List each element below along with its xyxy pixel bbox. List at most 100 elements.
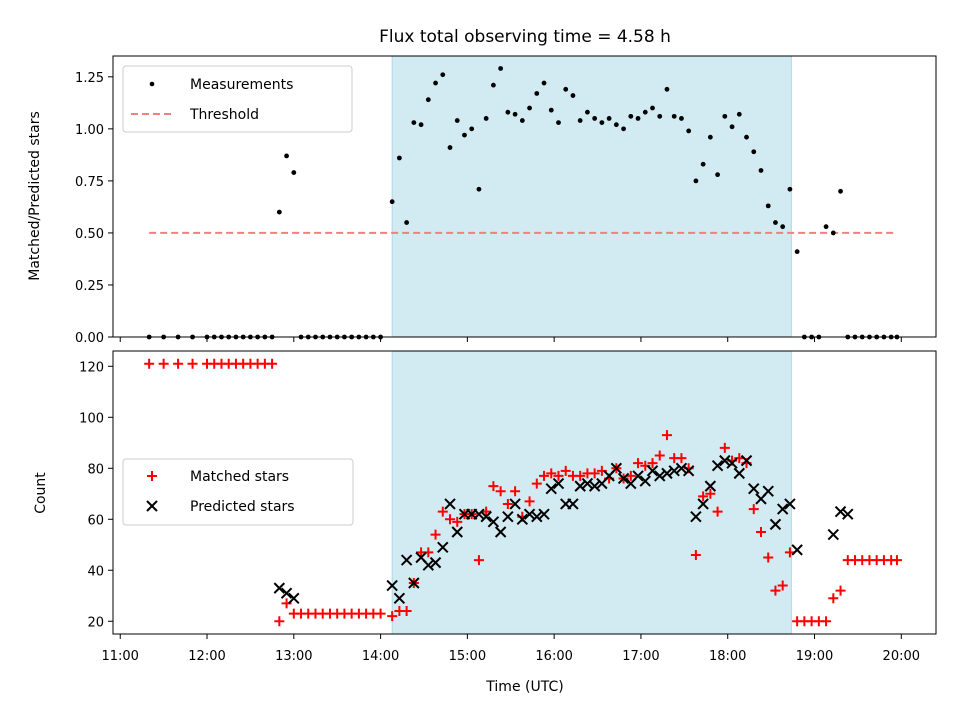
bottom-y-tick-label: 80: [87, 462, 104, 477]
measurement-point: [563, 86, 569, 92]
matched-star-point: [589, 468, 600, 479]
matched-star-point: [777, 580, 788, 591]
measurement-point: [512, 111, 518, 117]
predicted-star-point: [610, 462, 623, 474]
top-y-tick-label: 0.50: [75, 227, 104, 242]
bottom-y-tick-label: 40: [87, 564, 104, 579]
predicted-star-point: [827, 528, 840, 541]
matched-star-point: [891, 555, 902, 566]
matched-star-point: [546, 468, 557, 479]
measurement-point: [765, 203, 771, 209]
x-tick-label: 17:00: [622, 649, 659, 664]
predicted-star-point: [386, 579, 398, 592]
predicted-star-point: [842, 508, 854, 520]
matched-star-point: [158, 358, 169, 369]
matched-star-point: [698, 491, 709, 502]
predicted-star-point: [545, 482, 557, 495]
predicted-star-point: [690, 511, 702, 523]
legend-label-matched: Matched stars: [190, 469, 289, 485]
measurement-point: [556, 120, 561, 126]
predicted-star-point: [523, 508, 536, 520]
predicted-star-point: [538, 508, 550, 520]
observing-interval-shade: [391, 350, 792, 635]
chart-title: Flux total observing time = 4.58 h: [379, 27, 671, 47]
predicted-star-point: [273, 582, 286, 594]
predicted-star-point: [451, 526, 463, 538]
measurement-point: [491, 82, 496, 88]
predicted-star-point: [639, 475, 651, 487]
top-y-tick-label: 1.00: [75, 123, 104, 138]
predicted-star-point: [494, 526, 507, 538]
bottom-plot-frame: [112, 350, 937, 635]
predicted-star-point: [280, 587, 293, 599]
bottom-y-tick-label: 120: [79, 360, 104, 375]
matched-star-point: [705, 488, 716, 499]
predicted-star-point: [632, 470, 644, 482]
predicted-star-point: [588, 480, 601, 492]
matched-star-point: [430, 529, 441, 540]
predicted-star-point: [516, 513, 529, 525]
predicted-star-point: [444, 498, 456, 510]
top-y-tick-label: 0.00: [75, 331, 104, 346]
bottom-legend: Matched stars Predicted stars: [122, 458, 354, 526]
matched-star-point: [539, 470, 550, 481]
predicted-star-point: [704, 480, 717, 492]
predicted-star-point: [574, 480, 586, 492]
top-chart: Flux total observing time = 4.58 h 0.00 0…: [27, 27, 937, 346]
predicted-star-point: [791, 544, 803, 556]
predicted-star-point: [617, 472, 630, 485]
measurement-point: [599, 120, 605, 126]
matched-star-point: [835, 585, 846, 596]
predicted-star-point: [726, 457, 738, 469]
measurement-point: [411, 120, 417, 126]
measurement-point: [744, 134, 749, 140]
predicted-stars-series: [273, 454, 854, 605]
measurement-point: [650, 105, 655, 111]
bottom-y-tick-label: 100: [79, 411, 104, 426]
measurement-point: [418, 122, 424, 128]
matched-star-point: [267, 358, 278, 369]
measurement-point: [433, 80, 438, 86]
bottom-y-tick-label: 20: [87, 615, 104, 630]
measurement-point: [585, 109, 590, 115]
measurement-point: [469, 126, 475, 132]
predicted-star-point: [487, 516, 500, 528]
predicted-star-point: [740, 454, 753, 467]
measurement-point: [823, 224, 829, 230]
measurement-point: [613, 122, 619, 128]
measurement-point: [729, 124, 735, 130]
measurement-point: [577, 118, 583, 123]
predicted-star-point: [480, 511, 492, 523]
bottom-y-axis: 20 40 60 80 100 120: [79, 360, 113, 630]
predicted-star-point: [668, 465, 680, 477]
matched-star-point: [676, 453, 687, 464]
measurement-point: [686, 128, 692, 134]
predicted-star-point: [719, 454, 731, 467]
x-tick-label: 16:00: [535, 649, 572, 664]
legend-marker-measurements: [149, 81, 155, 87]
measurement-point: [462, 132, 467, 138]
matched-star-point: [661, 430, 672, 441]
predicted-star-point: [711, 460, 724, 472]
predicted-star-point: [784, 498, 796, 510]
top-y-tick-label: 0.75: [75, 175, 104, 190]
predicted-star-point: [502, 511, 514, 523]
top-y-axis: 0.00 0.25 0.50 0.75 1.00 1.25: [75, 71, 113, 346]
matched-star-point: [187, 358, 198, 369]
observing-interval-shade: [391, 55, 792, 338]
matched-star-point: [144, 358, 155, 369]
predicted-star-point: [675, 462, 688, 474]
measurement-point: [454, 118, 460, 123]
matched-star-point: [712, 506, 723, 517]
matched-star-point: [531, 478, 542, 489]
matched-star-point: [452, 516, 463, 527]
predicted-star-point: [552, 477, 565, 490]
measurement-point: [548, 107, 554, 113]
matched-star-point: [502, 498, 513, 509]
predicted-star-point: [654, 470, 666, 482]
top-legend: Measurements Threshold: [122, 65, 353, 133]
measurement-point: [440, 72, 446, 78]
predicted-star-point: [776, 503, 789, 515]
measurement-point: [476, 186, 482, 192]
matched-star-point: [654, 450, 665, 461]
